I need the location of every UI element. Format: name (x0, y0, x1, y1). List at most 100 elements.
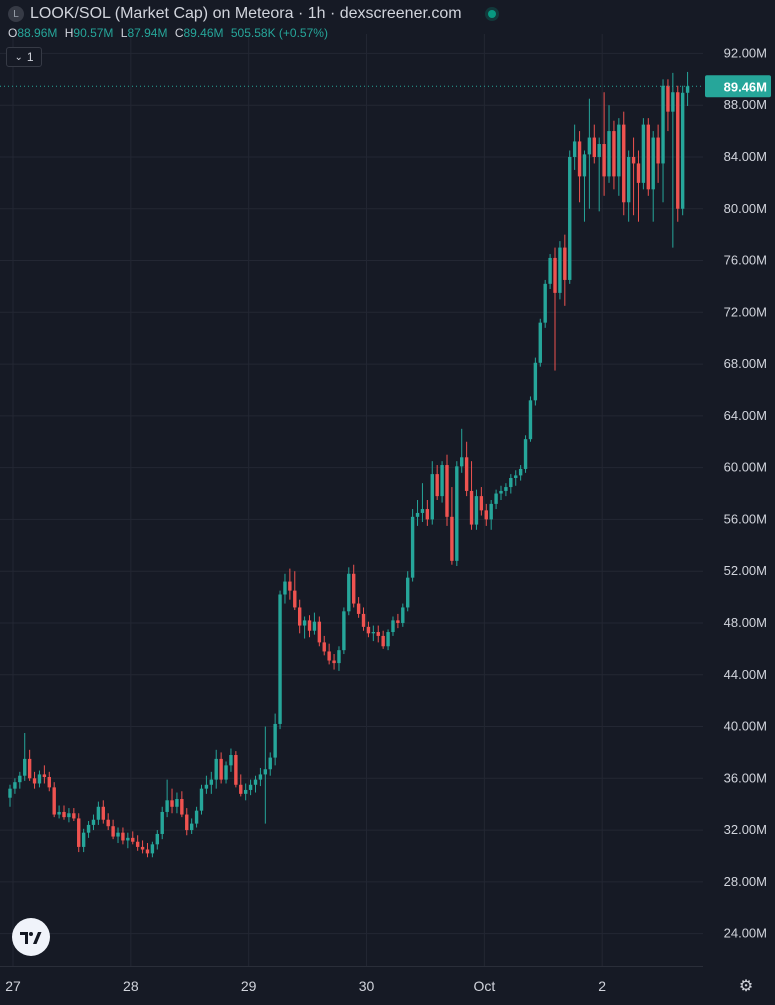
candle-body (455, 466, 459, 561)
candle-body (126, 837, 130, 841)
candle-body (617, 124, 621, 177)
candle-body (302, 620, 307, 626)
price-tick-label: 28.00M (724, 874, 767, 889)
candle-body (479, 496, 484, 511)
candle-body (170, 800, 174, 807)
candle-body (91, 819, 96, 825)
candle-body (666, 85, 670, 112)
low-value: 87.94M (127, 26, 168, 40)
gear-icon[interactable]: ⚙ (738, 978, 754, 995)
candle-body (32, 778, 37, 784)
price-tick-label: 44.00M (724, 667, 767, 682)
candle-body (543, 283, 547, 323)
price-tick-label: 40.00M (724, 719, 767, 734)
candle-body (150, 844, 155, 854)
candle-body (111, 826, 115, 837)
candles[interactable] (8, 71, 690, 858)
candle-body (332, 660, 336, 664)
candle-body (67, 813, 71, 818)
candle-body (106, 819, 110, 827)
candle-body (538, 322, 542, 363)
time-tick-label: 29 (241, 978, 257, 994)
candle-body (612, 131, 616, 177)
candle-body (160, 811, 164, 834)
candle-body (175, 799, 179, 807)
candle-body (116, 832, 120, 837)
candle-body (229, 755, 233, 766)
candle-body (96, 806, 101, 820)
time-axis[interactable]: 27 28 29 30 Oct 2 (5, 978, 606, 994)
candle-body (602, 144, 606, 177)
candle-body (86, 824, 91, 833)
candle-body (185, 814, 189, 831)
time-tick-label: 28 (123, 978, 139, 994)
indicator-toggle-button[interactable]: ⌄ 1 (6, 47, 42, 67)
candle-body (563, 247, 567, 280)
candle-body (268, 757, 272, 770)
candle-body (523, 439, 528, 469)
candle-body (406, 577, 410, 608)
candle-body (293, 590, 297, 608)
candle-body (81, 832, 86, 847)
last-price-label: 89.46M (724, 79, 767, 94)
candle-body (131, 837, 135, 842)
candle-body (514, 475, 518, 478)
symbol-icon[interactable]: L (8, 6, 24, 22)
open-label: O (8, 26, 18, 40)
price-tick-label: 80.00M (724, 201, 767, 216)
price-tick-label: 36.00M (724, 770, 767, 785)
candle-body (47, 777, 51, 788)
time-tick-label: 27 (5, 978, 21, 994)
tradingview-logo-icon[interactable] (12, 918, 50, 956)
candle-body (597, 144, 601, 157)
candle-body (361, 613, 366, 627)
candle-body (509, 477, 513, 488)
price-axis[interactable]: 24.00M 28.00M 32.00M 36.00M 40.00M 44.00M 48.0… (724, 45, 767, 940)
candle-body (337, 650, 341, 664)
price-tick-label: 68.00M (724, 356, 767, 371)
candle-body (42, 774, 47, 778)
change-value: 505.58K (+0.57%) (230, 26, 328, 40)
chart-title: LOOK/SOL (Market Cap) on Meteora · 1h · … (30, 5, 462, 22)
candle-body (445, 465, 449, 517)
price-tick-label: 24.00M (724, 926, 767, 941)
candle-body (342, 611, 346, 651)
candle-body (641, 124, 646, 183)
candle-body (528, 400, 533, 440)
candle-body (622, 124, 626, 203)
candle-body (297, 607, 302, 626)
candle-body (214, 758, 218, 780)
candle-body (263, 769, 268, 775)
candle-body (322, 642, 326, 652)
candle-body (18, 775, 22, 783)
candle-body (376, 632, 380, 636)
candle-body (57, 811, 61, 815)
candle-body (62, 811, 66, 818)
candle-body (582, 154, 587, 177)
candle-body (430, 474, 434, 520)
high-value: 90.57M (73, 26, 114, 40)
price-tick-label: 76.00M (724, 253, 767, 268)
candle-body (283, 581, 287, 595)
candle-body (234, 755, 238, 785)
candle-body (224, 765, 228, 780)
market-status-icon[interactable] (487, 10, 496, 18)
candle-body (371, 632, 376, 634)
candle-body (239, 784, 243, 794)
candle-body (101, 806, 105, 820)
candle-body (327, 651, 331, 661)
candle-body (425, 509, 430, 520)
candle-body (278, 594, 282, 724)
candle-body (140, 846, 145, 850)
time-tick-label: 30 (359, 978, 375, 994)
candle-body (352, 573, 356, 604)
candle-body (189, 823, 194, 831)
candle-body (577, 141, 582, 177)
grid-lines (0, 34, 703, 967)
candle-body (77, 818, 81, 847)
last-price-marker: 89.46M (0, 75, 771, 98)
candle-body (180, 799, 184, 815)
candle-body (135, 841, 140, 847)
candle-body (199, 788, 204, 811)
